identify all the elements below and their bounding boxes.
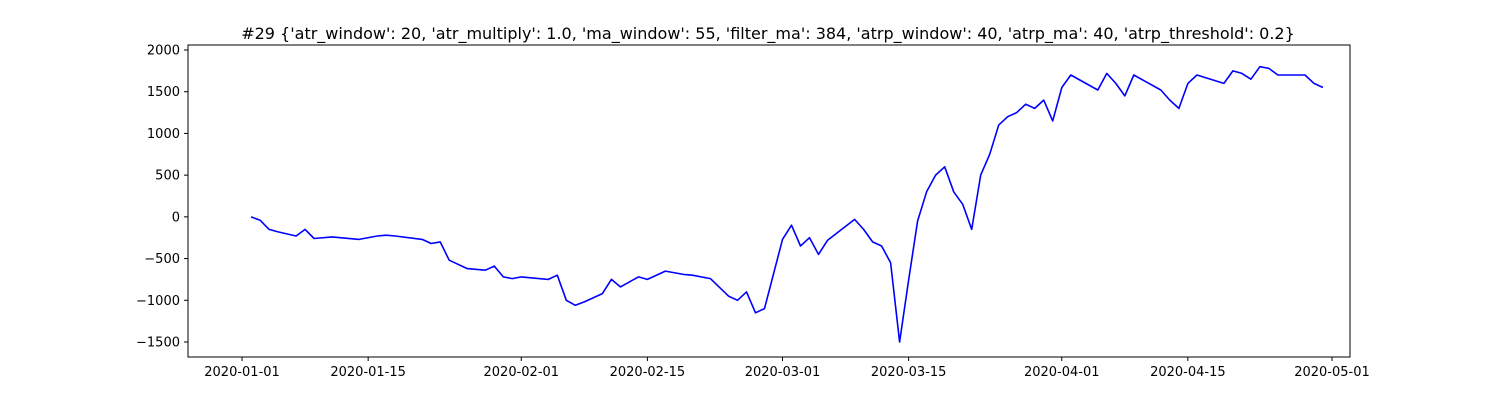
x-tick-label: 2020-01-01 bbox=[204, 365, 280, 380]
x-tick-label: 2020-01-15 bbox=[330, 365, 406, 380]
y-axis: −1500 −1000 −500 0 500 1000 1500 2000 bbox=[136, 44, 188, 350]
y-tick-label: 1500 bbox=[147, 85, 180, 100]
plot-area bbox=[250, 65, 1324, 343]
x-axis: 2020-01-01 2020-01-15 2020-02-01 2020-02-15… bbox=[204, 357, 1370, 380]
y-tick-label: 2000 bbox=[147, 44, 180, 59]
y-tick-label: 0 bbox=[172, 210, 180, 225]
series-line bbox=[250, 65, 1324, 343]
y-tick-label: 1000 bbox=[147, 127, 180, 142]
x-tick-label: 2020-03-15 bbox=[871, 365, 947, 380]
x-tick-label: 2020-02-01 bbox=[484, 365, 560, 380]
chart-title: #29 {'atr_window': 20, 'atr_multiply': 1… bbox=[241, 24, 1295, 44]
x-tick-label: 2020-04-15 bbox=[1150, 365, 1226, 380]
x-tick-label: 2020-04-01 bbox=[1024, 365, 1100, 380]
x-tick-label: 2020-02-15 bbox=[610, 365, 686, 380]
x-tick-label: 2020-05-01 bbox=[1294, 365, 1370, 380]
y-tick-label: −1500 bbox=[136, 335, 180, 350]
x-tick-label: 2020-03-01 bbox=[745, 365, 821, 380]
plot-frame bbox=[187, 44, 1351, 358]
y-tick-label: −500 bbox=[144, 252, 180, 267]
y-tick-label: −1000 bbox=[136, 294, 180, 309]
y-tick-label: 500 bbox=[155, 169, 180, 184]
